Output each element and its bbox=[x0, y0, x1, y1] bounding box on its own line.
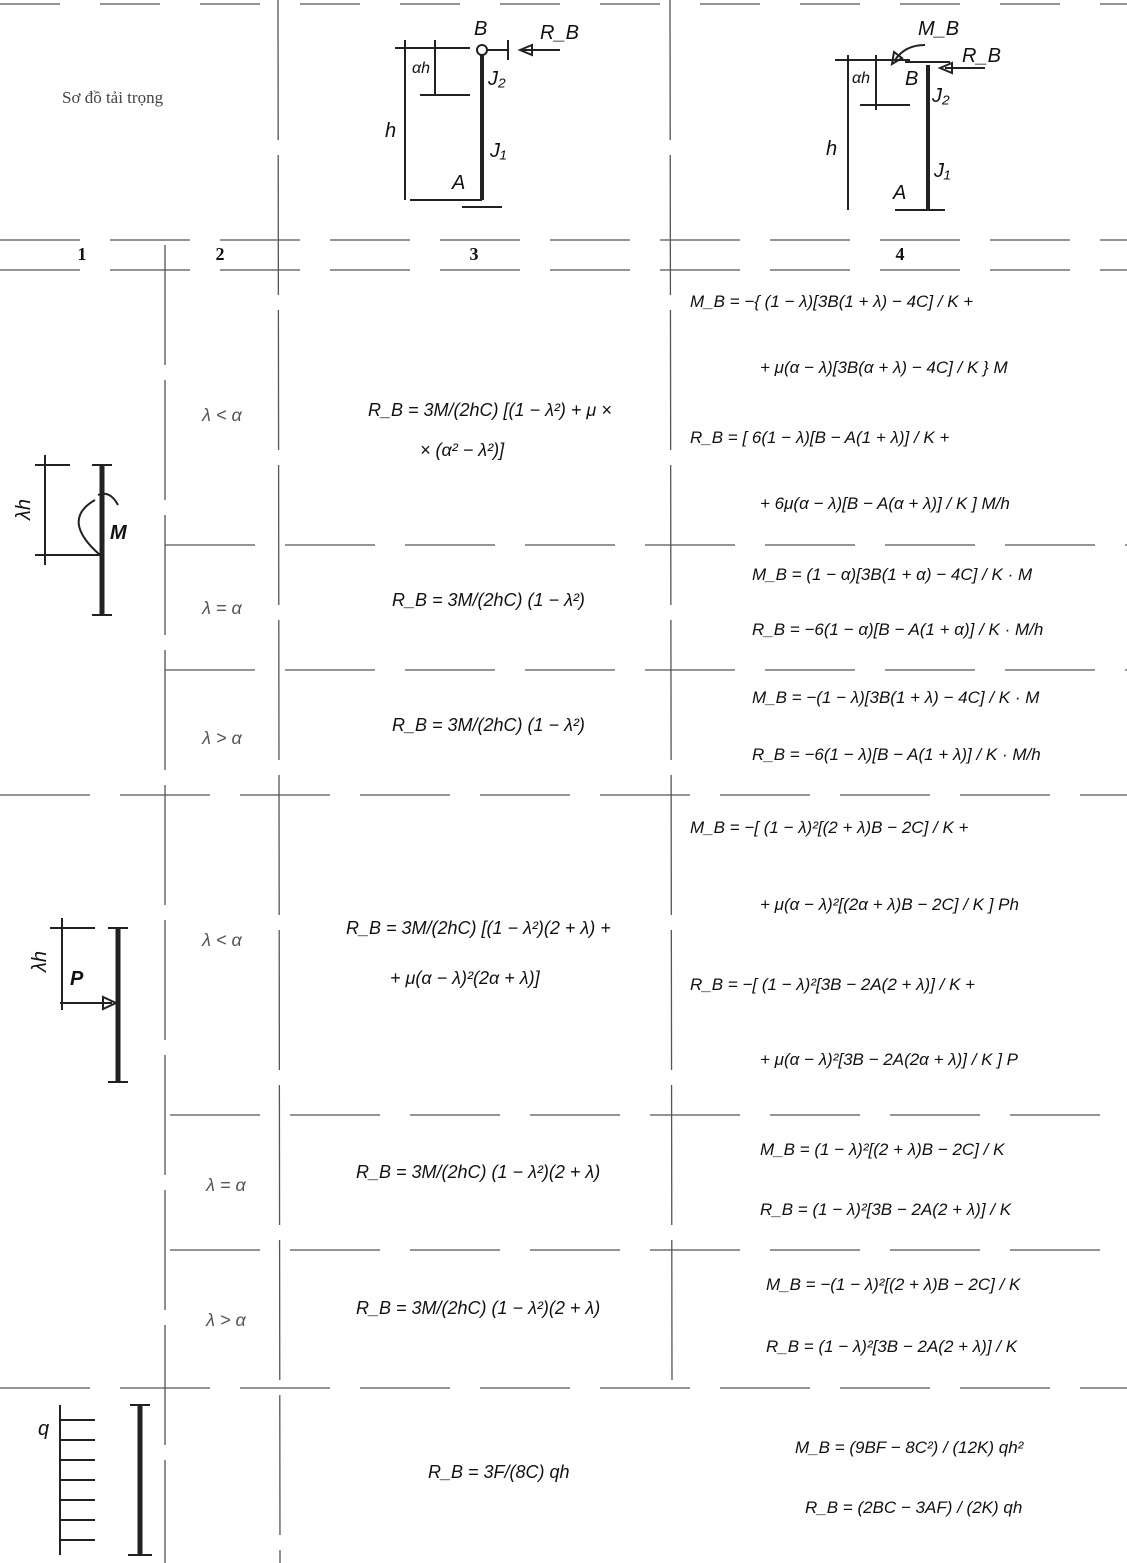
load-label: P bbox=[70, 968, 84, 990]
diagram-label: M_B bbox=[918, 18, 960, 40]
load-label: q bbox=[38, 1418, 50, 1440]
diagram-label: R_B bbox=[540, 22, 579, 44]
load-m bbox=[35, 455, 119, 616]
formula: R_B = 3M/(2hC) (1 − λ²) bbox=[392, 590, 585, 610]
formula: × (α² − λ²)] bbox=[420, 440, 505, 460]
header-title: Sơ đồ tải trọng bbox=[62, 88, 164, 107]
diagram-label: J₂ bbox=[932, 85, 950, 107]
condition: λ > α bbox=[202, 728, 242, 748]
condition: λ = α bbox=[206, 1175, 246, 1195]
diagram-label: A bbox=[452, 172, 466, 194]
diagram-label: B bbox=[474, 18, 488, 40]
diagram-label: h bbox=[385, 120, 397, 142]
formula: + 6μ(α − λ)[B − A(α + λ)] / K ] M/h bbox=[760, 494, 1010, 513]
formula: M_B = −[ (1 − λ)²[(2 + λ)B − 2C] / K + bbox=[690, 818, 969, 837]
condition: λ = α bbox=[202, 598, 242, 618]
formula: R_B = (2BC − 3AF) / (2K) qh bbox=[805, 1498, 1023, 1517]
load-q bbox=[59, 1404, 152, 1556]
condition: λ < α bbox=[202, 930, 242, 950]
diagram-1 bbox=[395, 40, 560, 208]
column-number: 4 bbox=[895, 244, 905, 264]
formula: R_B = −6(1 − α)[B − A(1 + α)] / K · M/h bbox=[752, 620, 1044, 639]
formula: R_B = (1 − λ)²[3B − 2A(2 + λ)] / K bbox=[766, 1337, 1018, 1356]
column-number: 1 bbox=[77, 244, 87, 264]
formula: + μ(α − λ)²[3B − 2A(2α + λ)] / K ] P bbox=[760, 1050, 1019, 1069]
formula: M_B = −(1 − λ)²[(2 + λ)B − 2C] / K bbox=[766, 1275, 1021, 1294]
diagram-label: A bbox=[893, 182, 907, 204]
formula: M_B = (9BF − 8C²) / (12K) qh² bbox=[795, 1438, 1024, 1457]
column-number: 3 bbox=[469, 244, 479, 264]
formula: M_B = −{ (1 − λ)[3B(1 + λ) − 4C] / K + bbox=[690, 292, 974, 311]
formula: R_B = 3M/(2hC) [(1 − λ²) + μ × bbox=[368, 400, 612, 420]
formula: R_B = −[ (1 − λ)²[3B − 2A(2 + λ)] / K + bbox=[690, 975, 976, 994]
formula: M_B = (1 − λ)²[(2 + λ)B − 2C] / K bbox=[760, 1140, 1005, 1159]
load-label: λh bbox=[28, 951, 51, 972]
formula: R_B = 3M/(2hC) (1 − λ²)(2 + λ) bbox=[356, 1298, 601, 1318]
formula: R_B = 3M/(2hC) (1 − λ²) bbox=[392, 715, 585, 735]
diagram-label: h bbox=[826, 138, 838, 160]
formula: R_B = (1 − λ)²[3B − 2A(2 + λ)] / K bbox=[760, 1200, 1012, 1219]
load-label: λh bbox=[12, 499, 35, 520]
diagram-label: αh bbox=[412, 60, 431, 77]
diagram-label: J₂ bbox=[488, 68, 506, 90]
condition: λ > α bbox=[206, 1310, 246, 1330]
condition: λ < α bbox=[202, 405, 242, 425]
formula: + μ(α − λ)[3B(α + λ) − 4C] / K } M bbox=[760, 358, 1008, 377]
load-p bbox=[50, 918, 128, 1083]
formula: R_B = [ 6(1 − λ)[B − A(1 + λ)] / K + bbox=[690, 428, 950, 447]
formula: R_B = 3M/(2hC) [(1 − λ²)(2 + λ) + bbox=[346, 918, 611, 938]
formula: R_B = 3M/(2hC) (1 − λ²)(2 + λ) bbox=[356, 1162, 601, 1182]
diagram-label: B bbox=[905, 68, 919, 90]
formula: R_B = 3F/(8C) qh bbox=[428, 1462, 570, 1482]
diagram-label: J₁ bbox=[934, 160, 951, 182]
formula: R_B = −6(1 − λ)[B − A(1 + λ)] / K · M/h bbox=[752, 745, 1041, 764]
load-label: M bbox=[110, 522, 127, 544]
column-number: 2 bbox=[215, 244, 225, 264]
formula: M_B = (1 − α)[3B(1 + α) − 4C] / K · M bbox=[752, 565, 1033, 584]
diagram-2 bbox=[835, 44, 985, 211]
formula: + μ(α − λ)²[(2α + λ)B − 2C] / K ] Ph bbox=[760, 895, 1019, 914]
diagram-label: R_B bbox=[962, 45, 1001, 67]
formula: + μ(α − λ)²(2α + λ)] bbox=[390, 968, 540, 988]
diagram-label: αh bbox=[852, 70, 871, 87]
diagram-label: J₁ bbox=[490, 140, 507, 162]
formula: M_B = −(1 − λ)[3B(1 + λ) − 4C] / K · M bbox=[752, 688, 1040, 707]
